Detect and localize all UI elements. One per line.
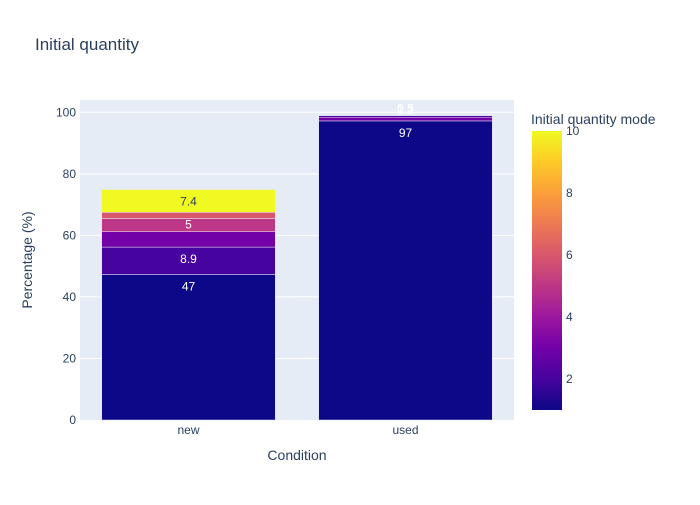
y-axis-ticks: 0 20 40 60 80 100	[56, 105, 76, 427]
colorbar-ticks: 2 4 6 8 10	[566, 124, 580, 386]
x-tick-label: used	[392, 423, 418, 437]
chart-title: Initial quantity	[35, 35, 139, 54]
data-label: 5	[185, 218, 192, 232]
data-label: 1.2	[397, 103, 414, 117]
y-tick-label: 20	[63, 351, 77, 365]
bar-segment	[318, 115, 493, 118]
colorbar-tick-label: 6	[566, 248, 573, 262]
bar-segment	[318, 120, 493, 421]
x-axis-ticks: new used	[177, 423, 418, 437]
x-tick-label: new	[177, 423, 199, 437]
data-label: 8.9	[180, 252, 197, 266]
colorbar-tick-label: 8	[566, 186, 573, 200]
y-tick-label: 80	[63, 167, 77, 181]
bar-segment	[101, 231, 276, 248]
colorbar	[532, 131, 562, 410]
bar-segment	[101, 246, 276, 275]
y-tick-label: 100	[56, 105, 76, 119]
bar-segment	[101, 274, 276, 421]
data-labels: 47 8.9 5 7.4 97 1.20.5	[180, 102, 414, 294]
data-label: 47	[182, 279, 196, 293]
colorbar-tick-label: 10	[566, 124, 580, 138]
y-tick-label: 60	[63, 228, 77, 242]
colorbar-tick-label: 2	[566, 372, 573, 386]
colorbar-title: Initial quantity mode	[531, 111, 656, 127]
bars	[101, 115, 493, 421]
y-tick-label: 40	[63, 290, 77, 304]
data-label: 0.5	[397, 102, 414, 116]
bar-segment	[101, 189, 276, 213]
colorbar-tick-label: 4	[566, 310, 573, 324]
x-axis-title: Condition	[267, 447, 326, 463]
y-axis-title: Percentage (%)	[19, 211, 35, 308]
y-tick-label: 0	[69, 413, 76, 427]
data-label: 97	[399, 126, 413, 140]
data-label: 7.4	[180, 195, 197, 209]
bar-segment	[318, 116, 493, 122]
